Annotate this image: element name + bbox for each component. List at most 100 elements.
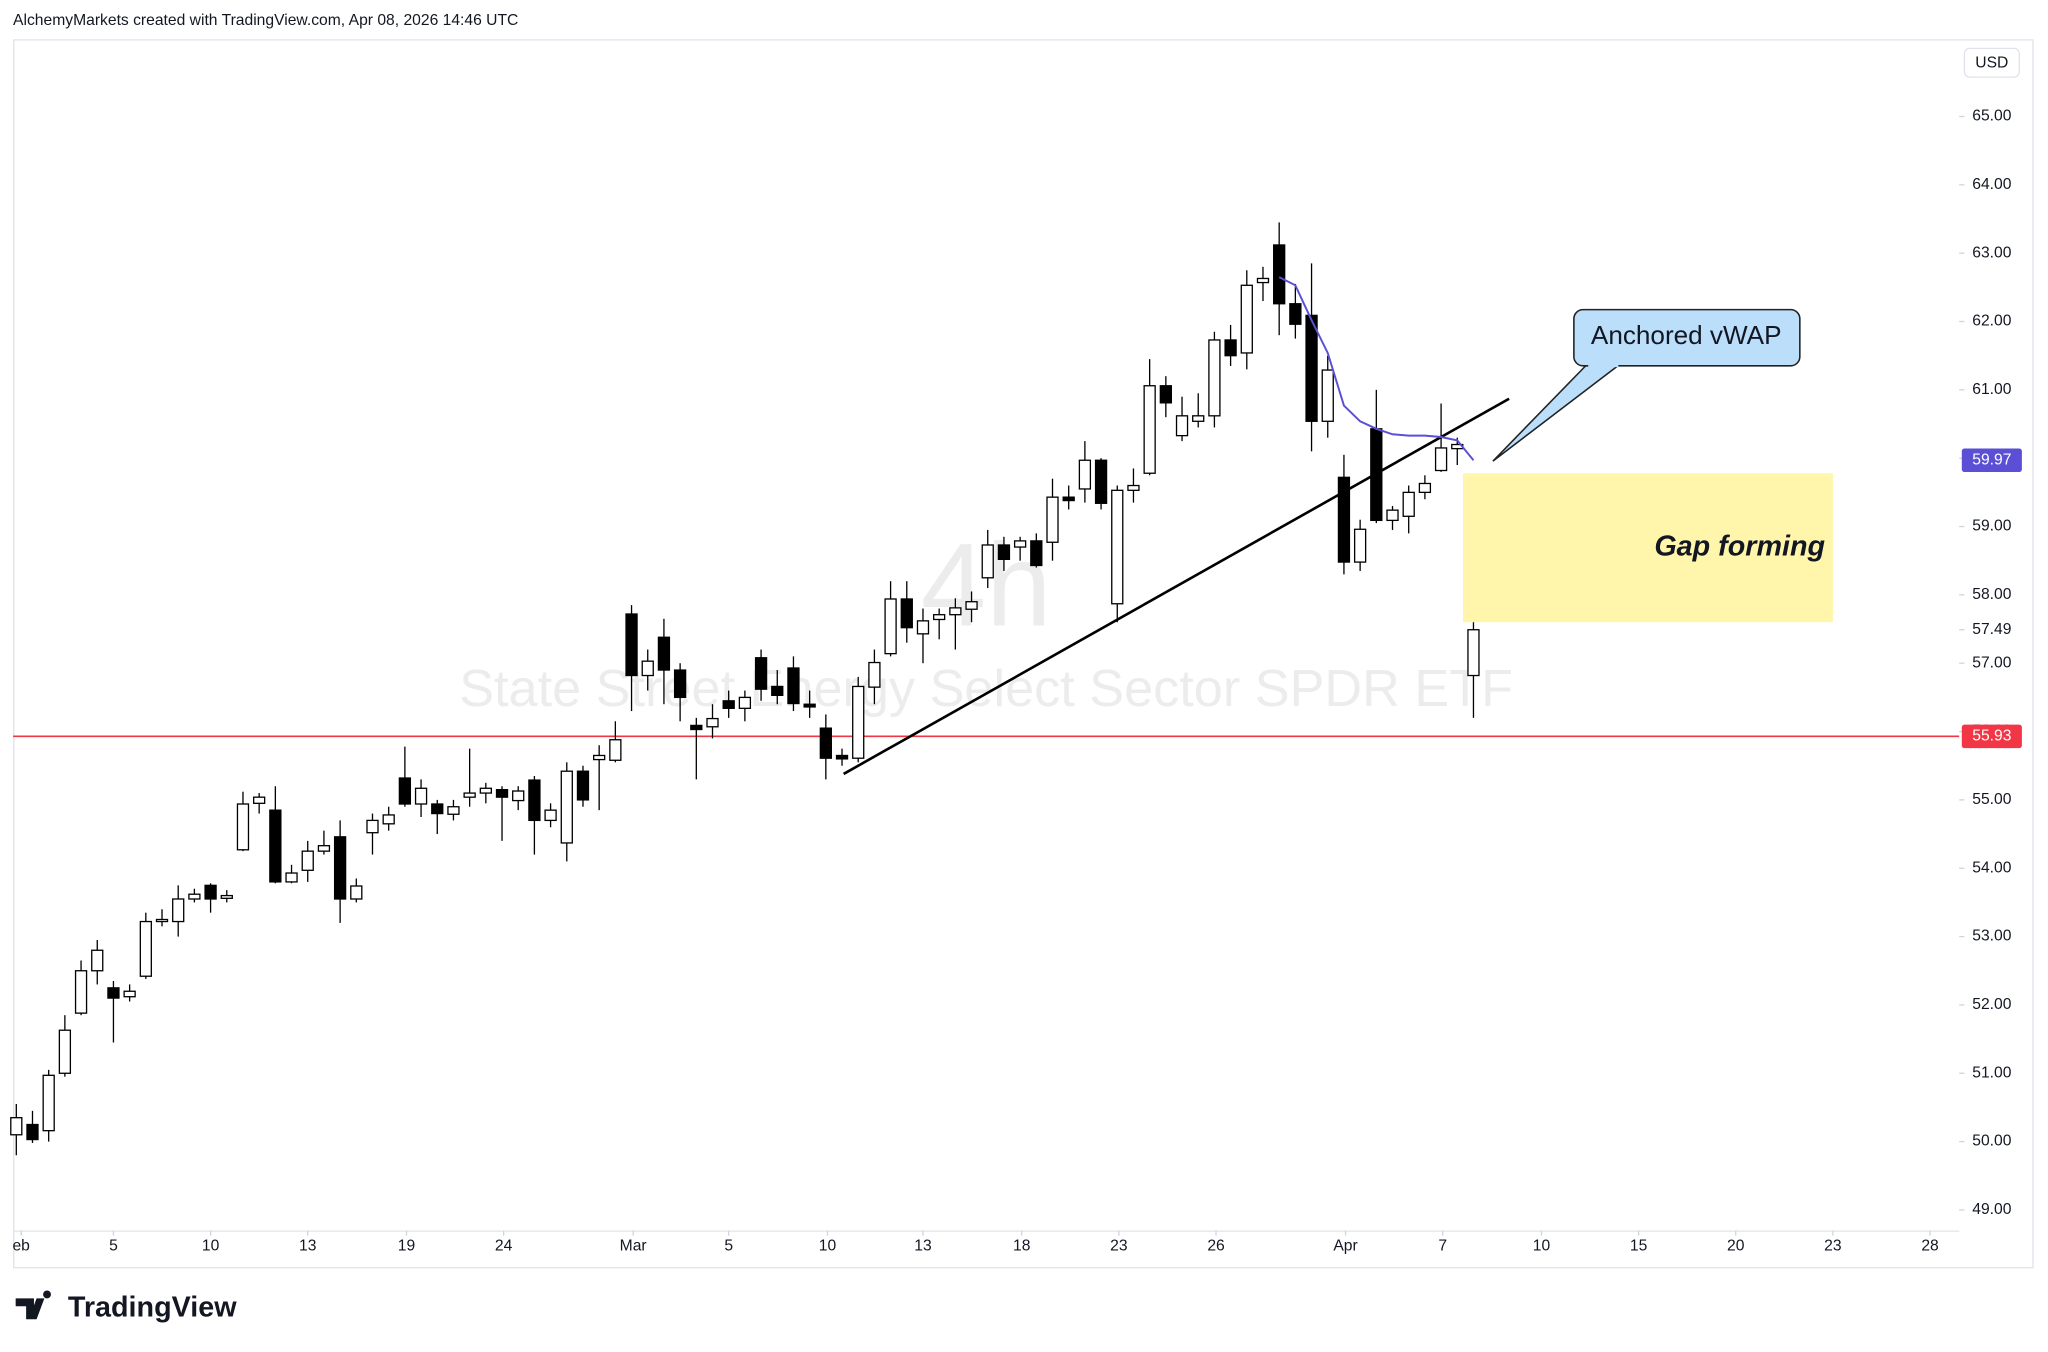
candle-body: [1467, 629, 1480, 677]
x-tick-label: 26: [1207, 1237, 1225, 1254]
x-tick-label: 19: [398, 1237, 415, 1254]
candle-body: [139, 920, 152, 977]
y-tick-label: 57.00: [1972, 654, 2011, 671]
candle-body: [10, 1117, 23, 1136]
y-tick-label: 59.00: [1972, 518, 2011, 535]
candle-body: [1046, 496, 1059, 543]
candle-body: [690, 724, 703, 731]
currency-label: USD: [1975, 55, 2008, 72]
candle-body: [26, 1123, 39, 1141]
candle-body: [107, 987, 120, 999]
candle-body: [398, 777, 412, 805]
x-tick-label: 10: [819, 1237, 837, 1254]
y-tick-label: 49.00: [1972, 1201, 2011, 1218]
x-tick-label: Apr: [1333, 1237, 1357, 1254]
candle-body: [641, 660, 654, 677]
price-label: 59.97: [1972, 451, 2011, 468]
x-tick-label: 18: [1013, 1237, 1031, 1254]
callout-label: Anchored vWAP: [1591, 320, 1782, 350]
candle-body: [900, 598, 913, 629]
chart-frame: [13, 39, 2034, 1269]
watermark-symbol: State Street Energy Select Sector SPDR E…: [459, 660, 1513, 718]
candle-body: [220, 894, 233, 899]
candle-body: [74, 970, 88, 1014]
candle-body: [1078, 459, 1092, 490]
candle-body: [269, 809, 282, 883]
candle-body: [722, 700, 735, 709]
candle-body: [366, 819, 379, 834]
y-tick-label: 53.00: [1972, 928, 2011, 945]
x-tick-label: 7: [1438, 1237, 1447, 1254]
candle-body: [172, 898, 185, 923]
candle-body: [706, 717, 719, 728]
candle-body: [1386, 509, 1399, 522]
price-label: 57.49: [1972, 621, 2011, 638]
x-tick-label: 5: [724, 1237, 733, 1254]
price-label-box: [1961, 448, 2022, 473]
candle-body: [1321, 369, 1334, 422]
candle-body: [1062, 496, 1075, 502]
candle-body: [1094, 459, 1108, 504]
candle-body: [1159, 385, 1172, 404]
candle-body: [1208, 339, 1221, 417]
candle-body: [625, 613, 638, 677]
candle-body: [91, 949, 104, 972]
candle-body: [544, 809, 557, 822]
callout-box: [1573, 308, 1801, 367]
candle-body: [1418, 482, 1432, 494]
y-tick-label: 55.00: [1972, 791, 2011, 808]
candle-body: [997, 544, 1011, 560]
y-tick-label: 50.00: [1972, 1133, 2011, 1150]
candle-body: [593, 754, 606, 761]
candle-body: [819, 727, 832, 759]
price-label: 55.93: [1972, 727, 2011, 744]
candle-body: [560, 770, 573, 844]
candle-body: [155, 918, 169, 923]
candle-body: [1127, 484, 1140, 491]
x-tick-label: 23: [1110, 1237, 1128, 1254]
y-tick-label: 64.00: [1972, 176, 2011, 193]
candle-body: [58, 1029, 72, 1074]
x-tick-label: 13: [914, 1237, 932, 1254]
candle-body: [738, 696, 752, 709]
candle-body: [495, 788, 509, 798]
gap-label: Gap forming: [1654, 530, 1825, 562]
candle-body: [835, 754, 849, 760]
gap-zone: [1462, 473, 1833, 623]
logo-icon: [15, 1290, 51, 1320]
x-tick-label: 15: [1630, 1237, 1648, 1254]
candle-body: [609, 739, 622, 761]
candle-body: [350, 885, 363, 900]
candle-body: [1175, 415, 1189, 437]
vwap-line: [1278, 276, 1475, 461]
candle-body: [916, 620, 930, 635]
candle-body: [479, 787, 492, 794]
candle-body: [1370, 428, 1383, 522]
candle-body: [673, 669, 687, 699]
candle-body: [1111, 489, 1124, 605]
candle-body: [123, 990, 136, 998]
candle-body: [333, 836, 347, 900]
candle-body: [1224, 339, 1237, 357]
candle-body: [1353, 528, 1367, 563]
candle-body: [1240, 284, 1253, 354]
y-tick-label: 63.00: [1972, 244, 2011, 261]
currency-box: [1963, 47, 2020, 78]
y-tick-label: 62.00: [1972, 313, 2011, 330]
x-tick-label: 10: [1533, 1237, 1551, 1254]
candle-body: [1434, 447, 1448, 472]
candle-body: [754, 657, 768, 690]
candle-body: [414, 787, 428, 805]
candle-body: [1256, 277, 1270, 284]
x-tick-label: 5: [109, 1237, 118, 1254]
y-tick-label: 61.00: [1972, 381, 2011, 398]
candle-body: [1030, 540, 1043, 567]
candle-body: [965, 601, 978, 610]
candle-body: [42, 1074, 55, 1132]
candle-body: [852, 685, 865, 759]
candle-body: [463, 792, 476, 798]
candle-body: [1143, 385, 1156, 474]
candle-body: [431, 803, 444, 815]
